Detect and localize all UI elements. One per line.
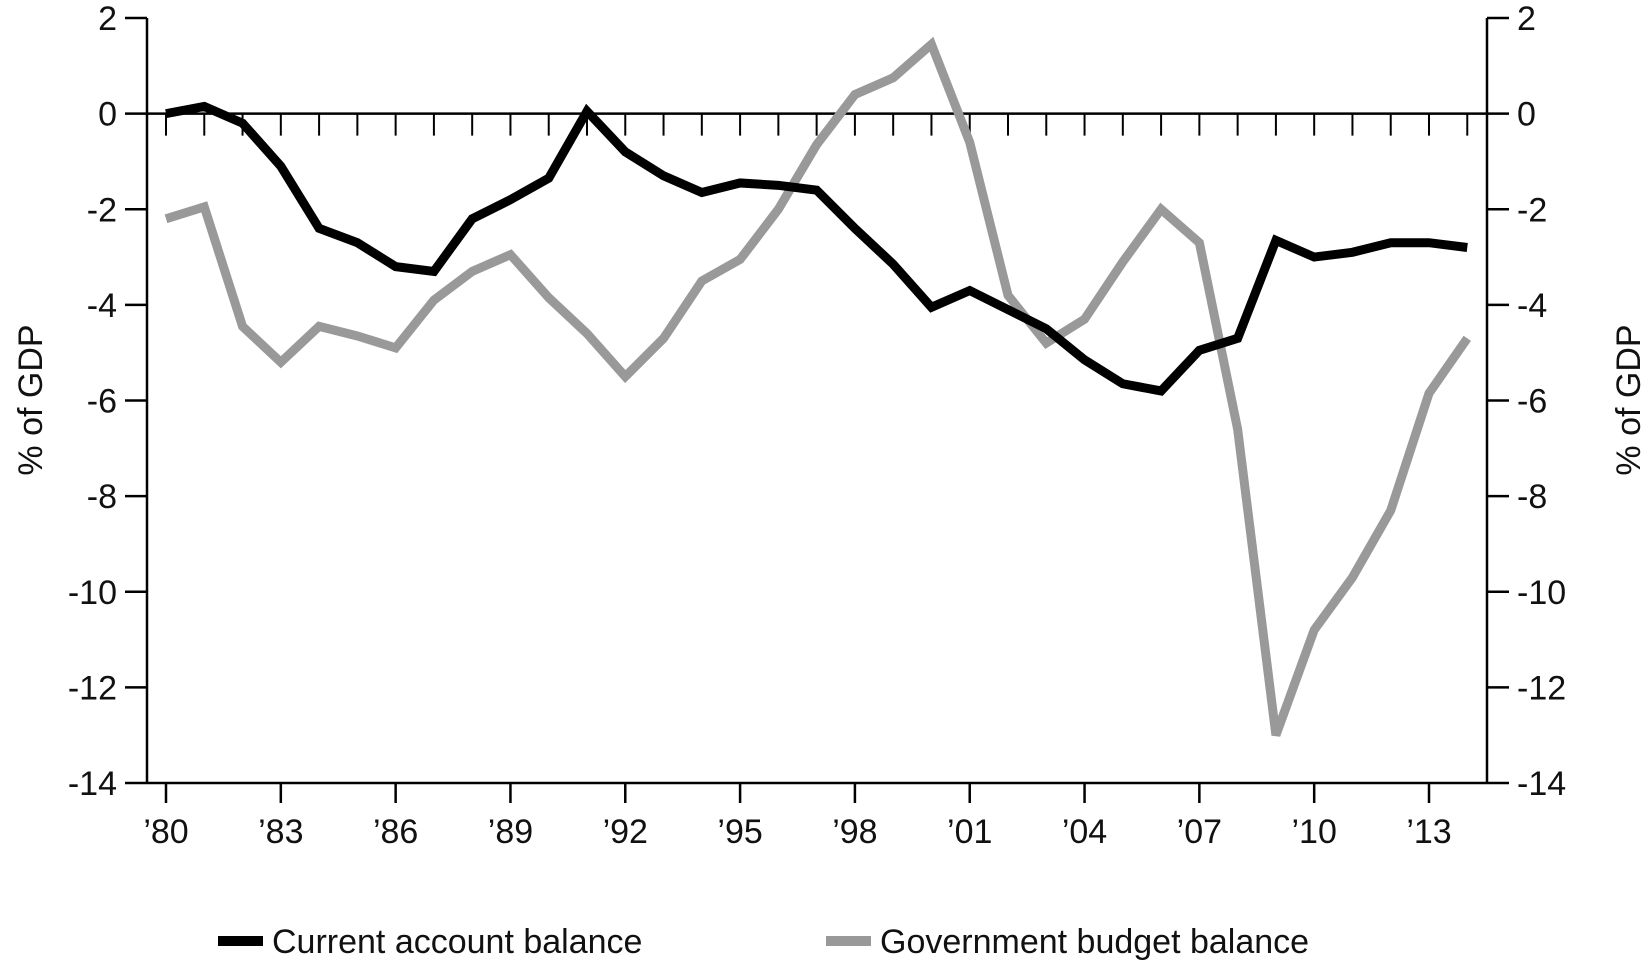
y-tick-label-left: -8 xyxy=(87,478,117,516)
y-tick-label-right: -12 xyxy=(1517,669,1566,707)
legend-label-government-budget: Government budget balance xyxy=(880,923,1309,961)
y-tick-label-left: -6 xyxy=(87,383,117,421)
x-tick-label: ’07 xyxy=(1177,813,1222,851)
y-tick-label-left: 0 xyxy=(98,96,117,134)
y-tick-label-left: -12 xyxy=(68,669,117,707)
y-tick-label-left: -14 xyxy=(68,765,117,803)
y-tick-label-left: -4 xyxy=(87,287,117,325)
x-tick-label: ’86 xyxy=(373,813,418,851)
x-tick-label: ’04 xyxy=(1062,813,1107,851)
y-tick-label-right: -10 xyxy=(1517,574,1566,612)
y-tick-label-right: -2 xyxy=(1517,191,1547,229)
x-tick-label: ’98 xyxy=(832,813,877,851)
series-lines xyxy=(164,36,1471,737)
y-tick-label-right: -14 xyxy=(1517,765,1566,803)
x-tick-label: ’83 xyxy=(258,813,303,851)
y-tick-label-left: 2 xyxy=(98,0,117,38)
legend-swatch-current-account xyxy=(218,936,263,946)
y-tick-label-right: 2 xyxy=(1517,0,1536,38)
legend-label-current-account: Current account balance xyxy=(272,923,642,961)
y-tick-label-left: -2 xyxy=(87,191,117,229)
y-tick-label-right: -6 xyxy=(1517,383,1547,421)
y-tick-label-right: 0 xyxy=(1517,96,1536,134)
x-tick-label: ’89 xyxy=(488,813,533,851)
x-tick-label: ’80 xyxy=(143,813,188,851)
x-tick-label: ’10 xyxy=(1291,813,1336,851)
y-axis-label-right: % of GDP xyxy=(1610,324,1648,475)
y-tick-label-right: -8 xyxy=(1517,478,1547,516)
legend: Current account balance Government budge… xyxy=(218,923,1309,961)
series-line-government-budget xyxy=(164,36,1471,737)
y-axis-label-left: % of GDP xyxy=(12,324,50,475)
y-tick-label-left: -10 xyxy=(68,574,117,612)
x-tick-label: ’95 xyxy=(717,813,762,851)
legend-swatch-government-budget xyxy=(826,936,871,946)
x-tick-label: ’92 xyxy=(603,813,648,851)
series-line-current-account xyxy=(165,101,1468,396)
x-tick-label: ’13 xyxy=(1406,813,1451,851)
axes: 2 2 0 0 -2 -2 -4 -4 -6 -6 -8 -8 -10 -10 -12 -12 -14 -14 ’8… xyxy=(68,0,1566,851)
x-tick-label: ’01 xyxy=(947,813,992,851)
y-tick-label-right: -4 xyxy=(1517,287,1547,325)
